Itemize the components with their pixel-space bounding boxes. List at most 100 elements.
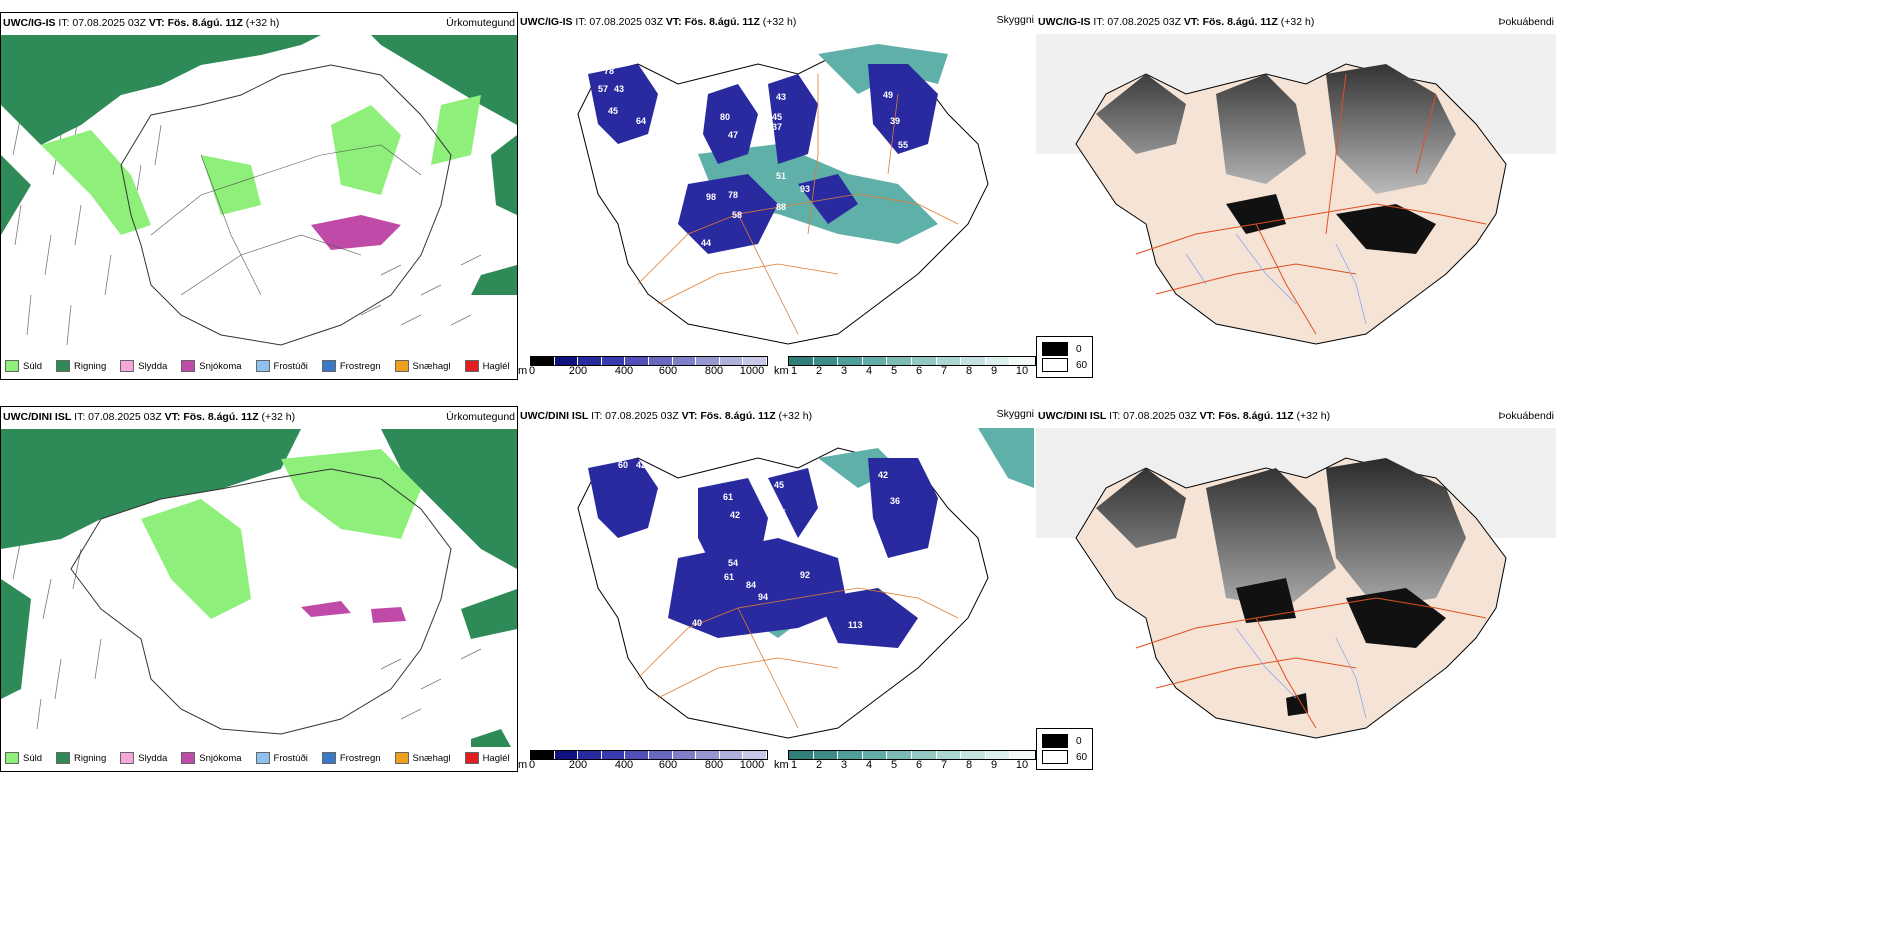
ceiling-labels: 78 43 57 45 64 80 47 43 45 37 49 39 55 5… xyxy=(598,66,908,248)
legend-item: Haglél xyxy=(464,360,510,372)
legend-item: Frostregn xyxy=(321,360,381,372)
rain-area xyxy=(1,579,517,747)
visibility-colorbar: km 1 2 3 4 5 6 7 8 9 10 xyxy=(774,356,1036,384)
precip-panel-bottom: UWC/DINI ISL IT: 07.08.2025 03Z VT: Fös.… xyxy=(0,406,518,772)
cloud-panel-top: UWC/IG-IS IT: 07.08.2025 03Z VT: Fös. 8.… xyxy=(518,12,1036,380)
ceiling-area xyxy=(588,458,938,648)
svg-text:37: 37 xyxy=(772,122,782,132)
panel-header: UWC/DINI ISL IT: 07.08.2025 03Z VT: Fös.… xyxy=(520,410,813,422)
svg-text:78: 78 xyxy=(728,190,738,200)
roads xyxy=(150,144,422,296)
precip-panel-top: UWC/IG-IS IT: 07.08.2025 03Z VT: Fös. 8.… xyxy=(0,12,518,380)
legend-item: Súld xyxy=(5,752,42,764)
legend-item: Frostúði xyxy=(255,752,308,764)
svg-text:93: 93 xyxy=(800,184,810,194)
wind-barbs xyxy=(12,538,482,730)
svg-text:92: 92 xyxy=(800,570,810,580)
roads xyxy=(637,587,959,729)
drizzle-area xyxy=(41,95,481,235)
svg-text:61: 61 xyxy=(724,572,734,582)
snow-area xyxy=(311,215,401,250)
iceland-outline xyxy=(120,64,452,346)
snow-area xyxy=(301,601,406,623)
roads xyxy=(1135,73,1487,335)
rain-area xyxy=(1,429,517,569)
svg-text:84: 84 xyxy=(746,580,756,590)
precip-map xyxy=(1,429,517,747)
fog-area xyxy=(1096,458,1466,608)
svg-text:80: 80 xyxy=(720,112,730,122)
svg-text:78: 78 xyxy=(604,66,614,76)
svg-text:44: 44 xyxy=(701,238,711,248)
legend-item: Slydda xyxy=(120,752,167,764)
legend-item: Frostregn xyxy=(321,752,381,764)
legend-item: Súld xyxy=(5,360,42,372)
legend-item: Snæhagl xyxy=(394,752,451,764)
fog-area xyxy=(1096,64,1456,194)
svg-text:98: 98 xyxy=(706,192,716,202)
ceiling-colorbar: m 0 200 400 600 800 1000 xyxy=(518,750,768,778)
roads xyxy=(637,74,959,335)
svg-text:60: 60 xyxy=(618,460,628,470)
legend-item: Snæhagl xyxy=(394,360,451,372)
panel-title: Þokuábendi xyxy=(1498,410,1554,422)
svg-text:58: 58 xyxy=(732,210,742,220)
panel-title: Úrkomutegund xyxy=(446,411,515,423)
rain-area xyxy=(1,35,517,145)
svg-text:64: 64 xyxy=(636,116,646,126)
panel-header: UWC/IG-IS IT: 07.08.2025 03Z VT: Fös. 8.… xyxy=(1038,16,1315,28)
cloud-map: 102 60 42 61 42 45 35 42 36 54 61 92 84 … xyxy=(577,428,1034,739)
svg-text:49: 49 xyxy=(883,90,893,100)
svg-text:42: 42 xyxy=(878,470,888,480)
svg-text:47: 47 xyxy=(728,130,738,140)
legend-item: Snjókoma xyxy=(181,752,242,764)
fog-area xyxy=(1226,194,1436,254)
panel-title: Skyggni xyxy=(996,408,1034,420)
svg-text:102: 102 xyxy=(628,440,643,450)
svg-text:36: 36 xyxy=(890,496,900,506)
panel-title: Þokuábendi xyxy=(1498,16,1554,28)
svg-text:113: 113 xyxy=(848,620,863,630)
panel-header: UWC/DINI ISL IT: 07.08.2025 03Z VT: Fös.… xyxy=(1038,410,1331,422)
rivers xyxy=(1185,233,1367,325)
ceiling-area xyxy=(588,64,938,254)
panel-title: Skyggni xyxy=(996,14,1034,26)
panel-title: Úrkomutegund xyxy=(446,17,515,29)
legend-item: Snjókoma xyxy=(181,360,242,372)
legend-item: Slydda xyxy=(120,360,167,372)
svg-text:42: 42 xyxy=(636,460,646,470)
svg-text:39: 39 xyxy=(890,116,900,126)
svg-text:42: 42 xyxy=(730,510,740,520)
svg-text:35: 35 xyxy=(776,508,786,518)
drizzle-area xyxy=(141,449,421,619)
cloud-panel-bottom: UWC/DINI ISL IT: 07.08.2025 03Z VT: Fös.… xyxy=(518,406,1036,772)
svg-text:54: 54 xyxy=(728,558,738,568)
svg-text:43: 43 xyxy=(776,92,786,102)
legend-item: Rigning xyxy=(56,752,106,764)
fog-panel-bottom: UWC/DINI ISL IT: 07.08.2025 03Z VT: Fös.… xyxy=(1036,406,1556,772)
ceiling-labels: 102 60 42 61 42 45 35 42 36 54 61 92 84 … xyxy=(618,440,900,630)
rivers xyxy=(1235,627,1367,719)
svg-text:61: 61 xyxy=(723,492,733,502)
visibility-colorbar: km 1 2 3 4 5 6 7 8 9 10 xyxy=(774,750,1036,778)
svg-text:45: 45 xyxy=(772,112,782,122)
fog-map xyxy=(1036,34,1556,345)
svg-text:88: 88 xyxy=(776,202,786,212)
svg-text:45: 45 xyxy=(774,480,784,490)
legend-item: Frostúði xyxy=(255,360,308,372)
ceiling-colorbar: m 0 200 400 600 800 1000 xyxy=(518,356,768,384)
panel-header: UWC/DINI ISL IT: 07.08.2025 03Z VT: Fös.… xyxy=(3,411,296,423)
svg-text:94: 94 xyxy=(758,592,768,602)
svg-text:57: 57 xyxy=(598,84,608,94)
svg-text:45: 45 xyxy=(608,106,618,116)
svg-text:55: 55 xyxy=(898,140,908,150)
svg-text:43: 43 xyxy=(614,84,624,94)
cloud-map: 78 43 57 45 64 80 47 43 45 37 49 39 55 5… xyxy=(577,44,989,345)
panel-header: UWC/IG-IS IT: 07.08.2025 03Z VT: Fös. 8.… xyxy=(3,17,280,29)
panel-header: UWC/IG-IS IT: 07.08.2025 03Z VT: Fös. 8.… xyxy=(520,16,797,28)
iceland-outline xyxy=(70,468,452,735)
precip-map xyxy=(1,35,517,346)
svg-text:51: 51 xyxy=(776,171,786,181)
fog-legend: 0 60 xyxy=(1036,728,1094,770)
roads xyxy=(1135,597,1487,729)
